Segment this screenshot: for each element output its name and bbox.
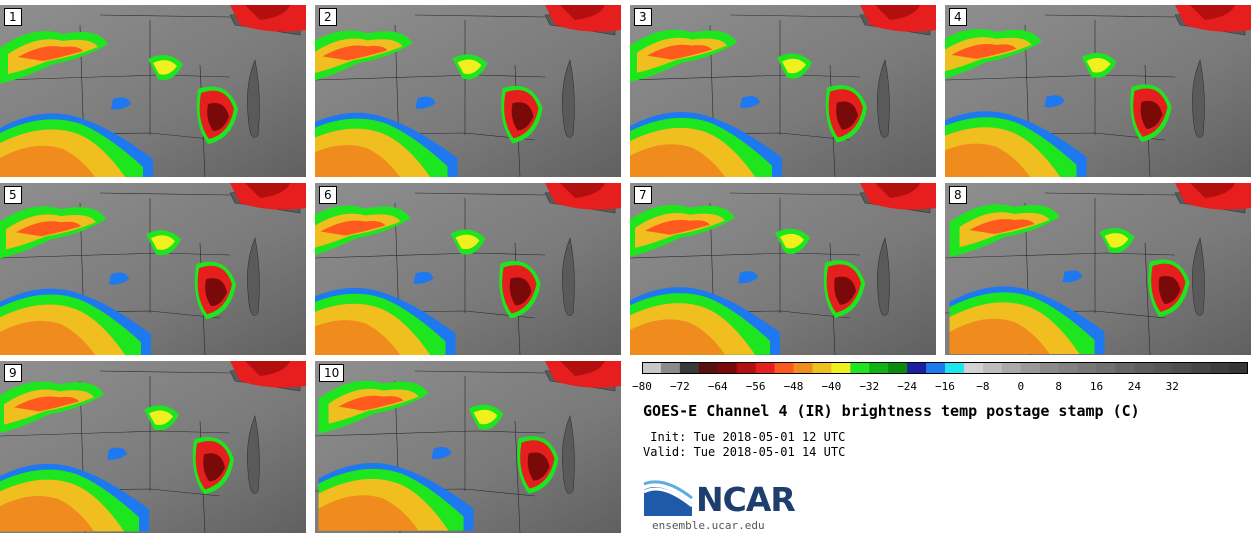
- colorbar-swatch: [831, 362, 851, 374]
- logo-text: NCAR: [696, 480, 796, 519]
- panel-label: 10: [319, 364, 345, 382]
- panel-label: 9: [4, 364, 22, 382]
- colorbar-tick-label: −48: [783, 380, 804, 393]
- colorbar-tick-label: 16: [1089, 380, 1104, 393]
- colorbar-swatch: [1001, 362, 1022, 374]
- figure-title: GOES-E Channel 4 (IR) brightness temp po…: [643, 402, 1140, 420]
- ir-panel: 3: [630, 5, 936, 177]
- panel-label: 8: [949, 186, 967, 204]
- colorbar-swatch: [1115, 362, 1135, 374]
- colorbar-swatch: [660, 362, 681, 374]
- colorbar-swatch: [1020, 362, 1041, 374]
- logo-url[interactable]: ensemble.ucar.edu: [652, 519, 765, 532]
- ir-panel: 6: [315, 183, 621, 355]
- panel-label: 5: [4, 186, 22, 204]
- colorbar-swatch: [945, 362, 965, 374]
- colorbar-swatch: [1134, 362, 1154, 374]
- colorbar-swatch: [1077, 362, 1097, 374]
- colorbar-tick-label: 32: [1165, 380, 1179, 393]
- ir-panel: 10: [315, 361, 621, 533]
- colorbar-tick-label: −72: [669, 380, 690, 393]
- colorbar-swatch: [774, 362, 794, 374]
- colorbar-tick-label: −40: [821, 380, 842, 393]
- ir-panel: 2: [315, 5, 621, 177]
- ncar-logo-icon: [643, 480, 693, 516]
- colorbar-swatch: [888, 362, 908, 374]
- colorbar-swatch: [642, 362, 662, 374]
- ir-panel: 8: [945, 183, 1251, 355]
- ir-panel: 4: [945, 5, 1251, 177]
- colorbar-swatch: [907, 362, 927, 374]
- colorbar-swatch: [1096, 362, 1116, 374]
- ir-panel: 1: [0, 5, 306, 177]
- valid-time: Valid: Tue 2018-05-01 14 UTC: [643, 445, 846, 459]
- colorbar-tick-label: −56: [745, 380, 766, 393]
- colorbar-swatch: [717, 362, 738, 374]
- panel-label: 1: [4, 8, 22, 26]
- colorbar-swatch: [850, 362, 870, 374]
- panel-label: 7: [634, 186, 652, 204]
- colorbar-tick-label: 24: [1127, 380, 1141, 393]
- colorbar-swatch: [1229, 362, 1248, 374]
- colorbar-swatch: [1153, 362, 1173, 374]
- panel-label: 6: [319, 186, 337, 204]
- colorbar-swatch: [698, 362, 719, 374]
- colorbar-swatch: [755, 362, 776, 374]
- colorbar-tick-label: 8: [1055, 380, 1062, 393]
- colorbar-tick-label: 0: [1017, 380, 1025, 393]
- colorbar: [642, 362, 1248, 374]
- colorbar-swatch: [1210, 362, 1230, 374]
- init-time: Init: Tue 2018-05-01 12 UTC: [643, 430, 846, 444]
- colorbar-swatch: [963, 362, 984, 374]
- colorbar-swatch: [736, 362, 757, 374]
- colorbar-tick-label: −8: [976, 380, 990, 393]
- colorbar-swatch: [1191, 362, 1211, 374]
- colorbar-swatch: [679, 362, 700, 374]
- colorbar-swatch: [793, 362, 813, 374]
- panel-label: 2: [319, 8, 337, 26]
- colorbar-swatch: [869, 362, 889, 374]
- colorbar-tick-label: −64: [707, 380, 728, 393]
- colorbar-frame: [642, 362, 1248, 374]
- ir-panel: 5: [0, 183, 306, 355]
- colorbar-tick-label: −24: [897, 380, 918, 393]
- colorbar-swatch: [982, 362, 1003, 374]
- ir-panel: 9: [0, 361, 306, 533]
- colorbar-swatch: [1039, 362, 1060, 374]
- colorbar-swatch: [1172, 362, 1192, 374]
- ir-panel: 7: [630, 183, 936, 355]
- panel-label: 4: [949, 8, 967, 26]
- colorbar-tick-label: −32: [859, 380, 880, 393]
- colorbar-swatch: [1058, 362, 1079, 374]
- colorbar-tick-label: −80: [632, 380, 652, 393]
- colorbar-swatch: [926, 362, 946, 374]
- panel-label: 3: [634, 8, 652, 26]
- colorbar-tick-label: −16: [935, 380, 955, 393]
- colorbar-swatch: [812, 362, 832, 374]
